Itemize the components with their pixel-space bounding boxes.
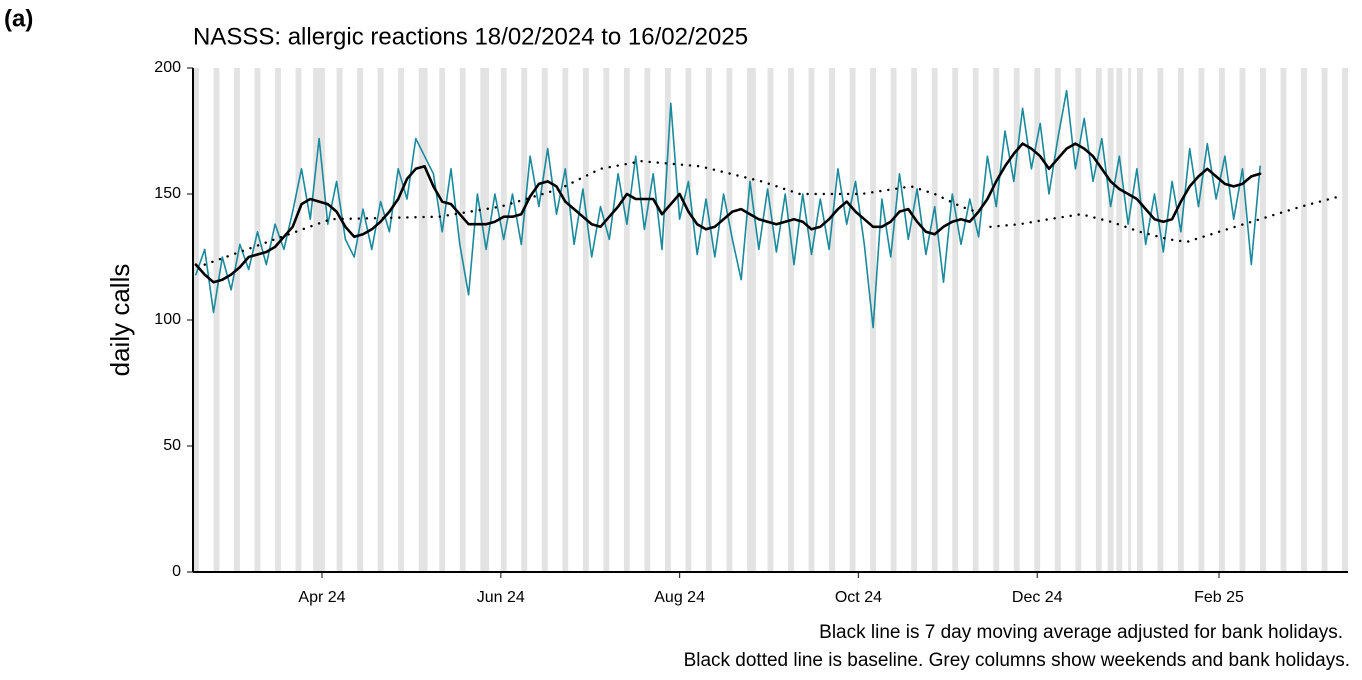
shaded-column — [1107, 68, 1114, 572]
shaded-column — [1177, 68, 1184, 572]
shaded-column — [1198, 68, 1205, 572]
shaded-column — [480, 68, 490, 572]
shaded-column — [829, 68, 835, 572]
shaded-column — [808, 68, 815, 572]
shaded-column — [1239, 68, 1246, 572]
note: Black dotted line is baseline. Grey colu… — [684, 650, 1350, 671]
shaded-column — [1321, 68, 1328, 572]
shaded-column — [1219, 68, 1225, 572]
shaded-column — [418, 68, 428, 572]
shaded-column — [1280, 68, 1287, 572]
panel-label: (a) — [4, 5, 33, 32]
shaded-column — [911, 68, 918, 572]
shaded-column — [993, 68, 1000, 572]
shaded-column — [357, 68, 364, 572]
shaded-column — [500, 68, 507, 572]
shaded-column — [1342, 68, 1348, 572]
shaded-column — [890, 68, 897, 572]
shaded-column — [685, 68, 692, 572]
shaded-column — [1301, 68, 1307, 572]
shaded-column — [664, 68, 671, 572]
shaded-column — [521, 68, 528, 572]
shaded-column — [1034, 68, 1041, 572]
y-tick-label: 50 — [163, 437, 181, 454]
shaded-column — [972, 68, 979, 572]
shaded-column — [706, 68, 712, 572]
shaded-column — [1128, 68, 1132, 572]
x-tick-label: Jun 24 — [477, 589, 525, 606]
shaded-column — [459, 68, 466, 572]
x-tick-label: Oct 24 — [835, 589, 882, 606]
shaded-column — [439, 68, 446, 572]
shaded-column — [1054, 68, 1061, 572]
shaded-column — [562, 68, 569, 572]
y-tick-label: 0 — [172, 563, 181, 580]
shaded-column — [1116, 68, 1123, 572]
shaded-column — [644, 68, 651, 572]
y-tick-label: 100 — [154, 311, 181, 328]
shaded-column — [582, 68, 589, 572]
shaded-column — [1136, 68, 1143, 572]
baseline-line — [203, 160, 1341, 266]
shaded-column — [254, 68, 261, 572]
shaded-column — [623, 68, 630, 572]
note: Black line is 7 day moving average adjus… — [819, 622, 1343, 643]
shaded-column — [603, 68, 610, 572]
x-tick-label: Dec 24 — [1012, 589, 1063, 606]
shaded-column — [1095, 68, 1102, 572]
shaded-column — [788, 68, 794, 572]
shaded-column — [398, 68, 405, 572]
shaded-column — [1075, 68, 1082, 572]
shaded-column — [849, 68, 856, 572]
y-tick-label: 150 — [154, 185, 181, 202]
shaded-column — [313, 68, 325, 572]
shaded-column — [295, 68, 302, 572]
shaded-column — [726, 68, 733, 572]
x-tick-label: Feb 25 — [1194, 589, 1244, 606]
shaded-column — [336, 68, 343, 572]
shaded-column — [931, 68, 938, 572]
chart-title: NASSS: allergic reactions 18/02/2024 to … — [193, 23, 748, 50]
shaded-column — [1260, 68, 1266, 572]
shaded-column — [1013, 68, 1020, 572]
shaded-column — [1157, 68, 1164, 572]
x-tick-label: Aug 24 — [654, 589, 705, 606]
shaded-column — [952, 68, 959, 572]
shaded-column — [541, 68, 548, 572]
shaded-column — [747, 68, 756, 572]
y-tick-label: 200 — [154, 59, 181, 76]
shaded-column — [377, 68, 384, 572]
shaded-column — [275, 68, 281, 572]
x-tick-label: Apr 24 — [298, 589, 345, 606]
shaded-column — [767, 68, 774, 572]
data-line — [194, 142, 1262, 284]
y-axis-label: daily calls — [105, 264, 135, 377]
shaded-column — [193, 68, 199, 572]
shaded-column — [213, 68, 220, 572]
shaded-column — [234, 68, 240, 572]
